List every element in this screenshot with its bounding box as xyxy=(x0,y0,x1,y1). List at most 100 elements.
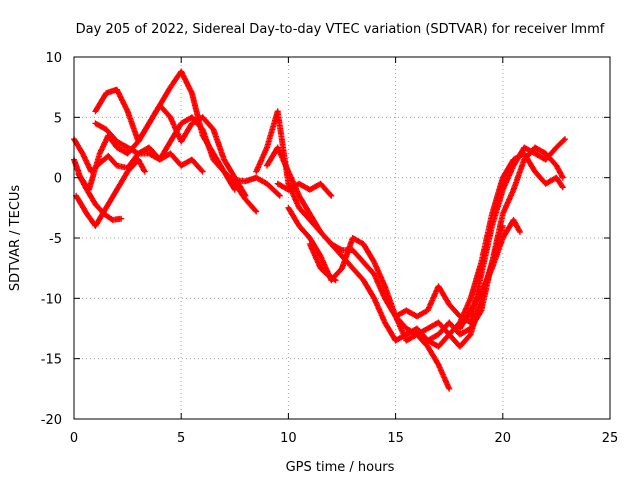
data-point xyxy=(297,206,301,209)
data-point xyxy=(265,146,269,149)
series-s6 xyxy=(92,120,206,175)
y-tick-label: 5 xyxy=(54,111,62,126)
data-point xyxy=(490,224,494,228)
data-point xyxy=(469,309,472,312)
data-point xyxy=(437,345,440,348)
data-point xyxy=(98,152,101,155)
data-point xyxy=(415,315,419,318)
data-point xyxy=(405,327,408,330)
y-tick-label: -5 xyxy=(49,232,62,247)
data-point xyxy=(319,254,322,258)
data-point xyxy=(448,321,451,324)
data-point xyxy=(518,230,522,234)
series-s15 xyxy=(456,216,523,332)
data-point xyxy=(115,164,119,167)
x-tick-label: 0 xyxy=(70,431,78,446)
data-point xyxy=(533,170,537,173)
data-point xyxy=(255,170,258,173)
data-point xyxy=(555,164,558,167)
data-point xyxy=(169,152,172,155)
data-point xyxy=(533,152,537,155)
series-s12 xyxy=(306,241,339,284)
data-point xyxy=(276,110,279,113)
data-point xyxy=(458,333,462,336)
y-tick-label: -20 xyxy=(41,413,62,428)
y-tick-label: 10 xyxy=(45,51,62,66)
data-point xyxy=(405,309,408,312)
data-point xyxy=(180,122,183,125)
data-point xyxy=(212,128,215,131)
data-point xyxy=(415,333,419,336)
data-point xyxy=(190,92,194,95)
data-point xyxy=(426,345,429,348)
data-point xyxy=(287,188,290,191)
data-point xyxy=(426,309,429,312)
chart-title: Day 205 of 2022, Sidereal Day-to-day VTE… xyxy=(76,22,605,37)
data-point xyxy=(373,297,376,300)
data-point xyxy=(158,104,161,107)
data-point xyxy=(362,242,365,246)
data-point xyxy=(351,267,354,270)
data-point xyxy=(308,242,311,246)
series-s7 xyxy=(231,174,283,199)
data-point xyxy=(120,217,123,220)
data-point xyxy=(147,122,151,125)
x-tick-label: 5 xyxy=(177,431,185,446)
data-point xyxy=(501,212,504,216)
data-point xyxy=(143,170,146,173)
data-point xyxy=(297,182,301,185)
x-tick-label: 20 xyxy=(495,431,512,446)
data-point xyxy=(308,212,311,216)
data-point xyxy=(126,110,129,113)
data-point xyxy=(308,188,311,191)
data-point xyxy=(319,230,322,234)
data-point xyxy=(373,260,376,264)
data-point xyxy=(137,158,140,161)
data-point xyxy=(512,164,515,167)
data-point xyxy=(137,152,140,155)
data-point xyxy=(137,140,140,143)
data-point xyxy=(340,267,344,270)
data-point xyxy=(330,194,333,197)
y-tick-label: -15 xyxy=(41,353,62,368)
data-point xyxy=(169,116,172,119)
data-point xyxy=(201,134,204,137)
data-point xyxy=(501,188,504,191)
data-point xyxy=(490,267,494,270)
data-point xyxy=(287,182,290,185)
data-point xyxy=(334,279,337,282)
data-point xyxy=(469,333,472,336)
x-tick-label: 10 xyxy=(280,431,297,446)
data-point xyxy=(115,88,119,91)
data-point xyxy=(126,146,129,149)
data-point xyxy=(330,242,333,246)
data-point xyxy=(437,285,440,288)
data-point xyxy=(190,122,194,125)
data-point xyxy=(255,210,258,213)
data-point xyxy=(158,158,161,161)
data-point xyxy=(276,146,279,149)
y-tick-label: 0 xyxy=(54,172,62,187)
data-series xyxy=(71,68,568,392)
data-point xyxy=(340,254,344,258)
data-point xyxy=(222,158,226,161)
data-point xyxy=(448,303,451,306)
data-point xyxy=(297,194,301,197)
data-point xyxy=(561,186,564,189)
data-point xyxy=(555,146,558,149)
series-s5 xyxy=(92,86,249,199)
data-point xyxy=(490,212,494,216)
axis-ticks: 0 5 10 15 20 25 -20 -15 -10 -5 0 5 10 xyxy=(41,51,619,446)
data-point xyxy=(405,339,408,342)
data-point xyxy=(561,176,564,179)
y-tick-label: -10 xyxy=(41,292,62,307)
data-point xyxy=(544,152,547,155)
data-point xyxy=(448,387,451,390)
data-point xyxy=(426,327,429,330)
data-point xyxy=(287,206,290,209)
data-point xyxy=(523,158,526,161)
data-point xyxy=(147,152,151,155)
x-tick-label: 25 xyxy=(602,431,619,446)
data-point xyxy=(94,203,97,206)
